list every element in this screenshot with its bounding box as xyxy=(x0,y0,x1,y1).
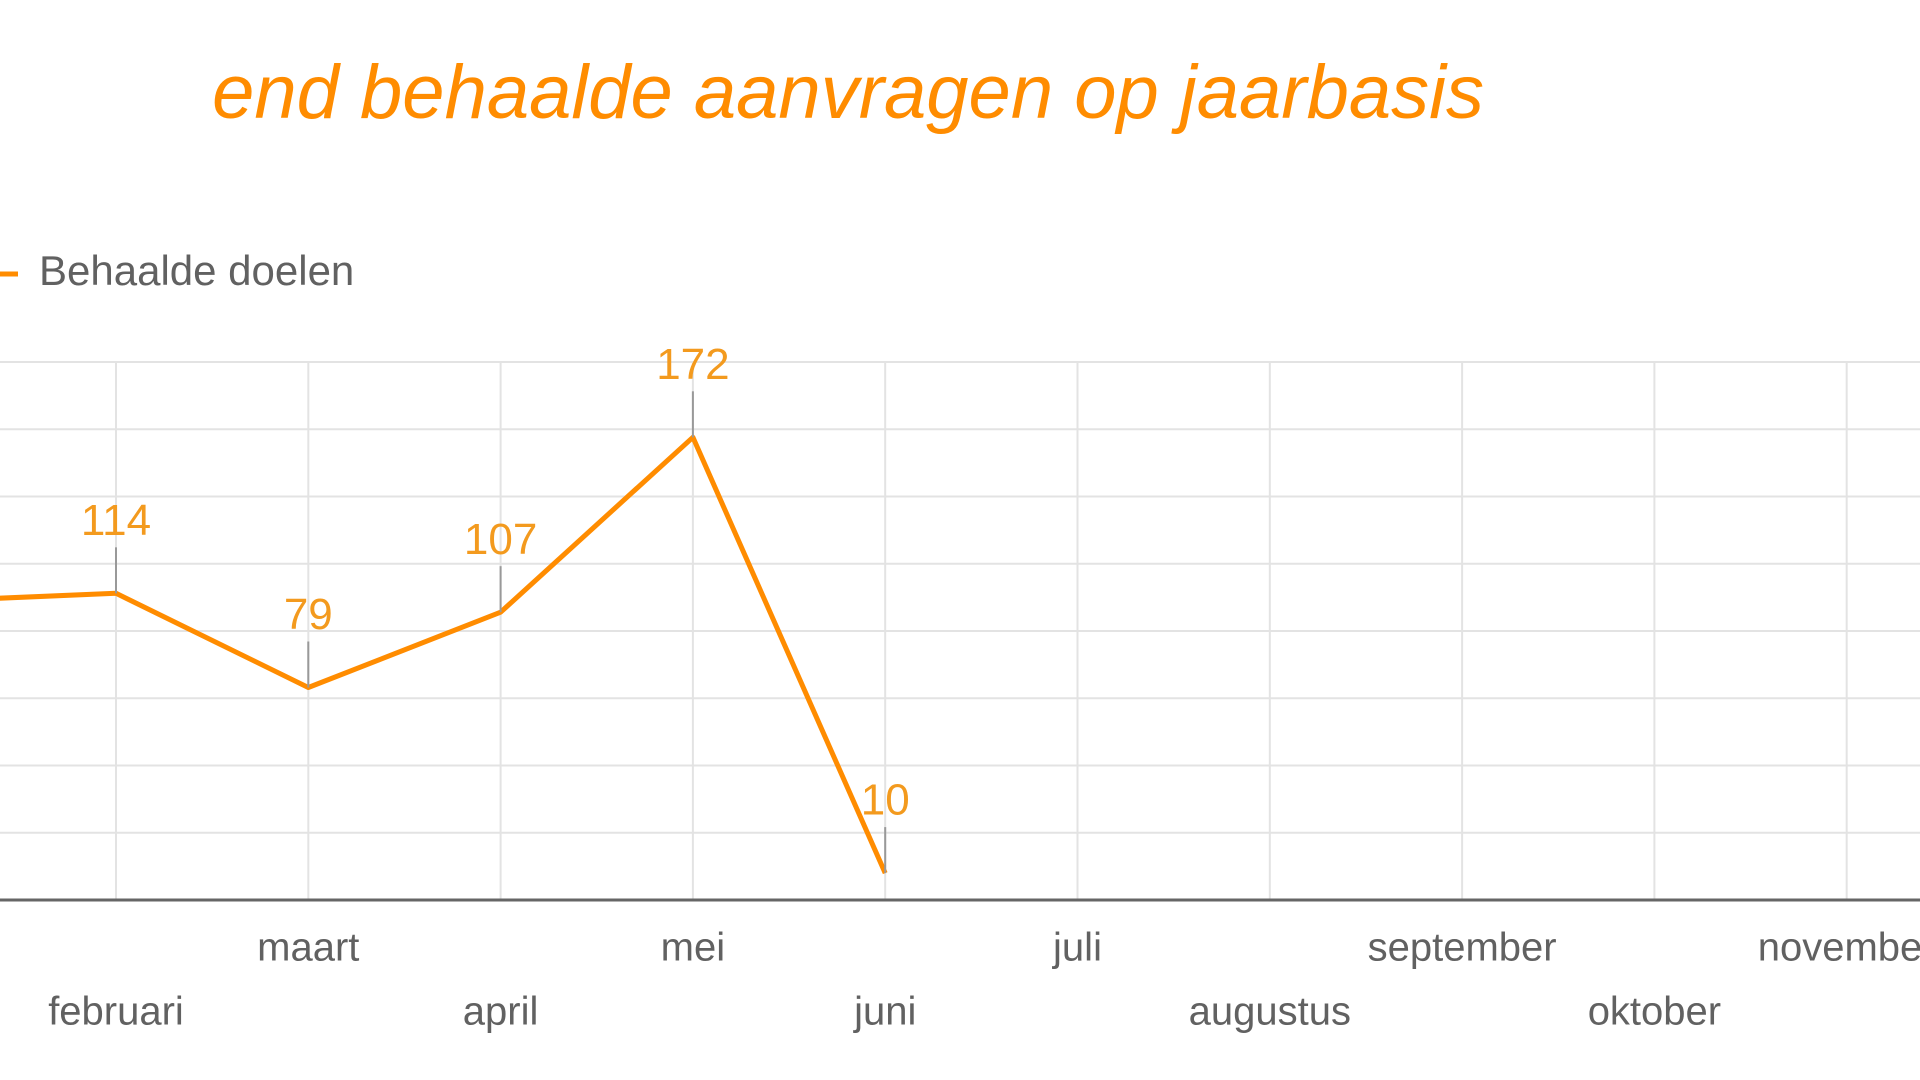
x-tick-label: oktober xyxy=(1588,990,1721,1034)
x-tick-label: november xyxy=(1758,926,1920,970)
x-tick-label: april xyxy=(463,990,539,1034)
x-tick-label: juni xyxy=(853,990,916,1034)
x-tick-label: september xyxy=(1368,926,1557,970)
data-label: 172 xyxy=(656,340,729,389)
chart-title: end behaalde aanvragen op jaarbasis xyxy=(212,50,1484,135)
data-label: 79 xyxy=(284,590,333,639)
x-tick-label: mei xyxy=(661,926,725,970)
data-label: 10 xyxy=(861,776,910,825)
x-tick-label: maart xyxy=(257,926,359,970)
x-tick-label: juli xyxy=(1052,926,1102,970)
data-label: 114 xyxy=(81,496,151,545)
x-tick-label: augustus xyxy=(1189,990,1351,1034)
legend-label: Behaalde doelen xyxy=(39,247,354,294)
data-label: 107 xyxy=(464,515,537,564)
x-tick-label: februari xyxy=(48,990,184,1034)
series-line xyxy=(0,434,888,875)
